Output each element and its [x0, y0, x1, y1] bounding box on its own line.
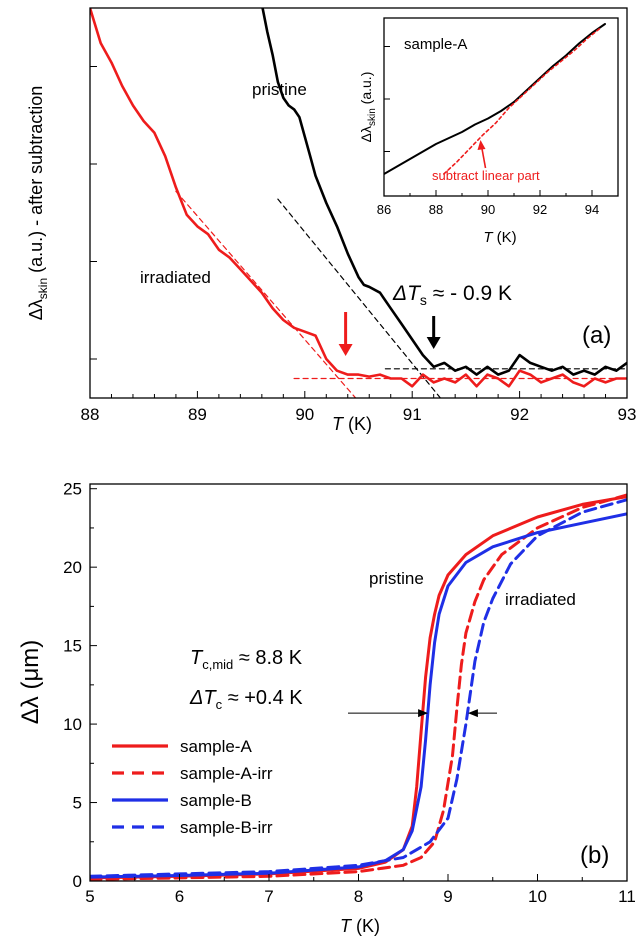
- y-axis-label-b: Δλ (μm): [17, 640, 44, 725]
- annotation-irradiated-b: irradiated: [505, 590, 576, 609]
- x-tick-label-b: 9: [443, 887, 452, 906]
- inset-title: sample-A: [404, 36, 467, 53]
- y-axis-label-a: Δλskin (a.u.) - after subtraction: [26, 86, 50, 320]
- x-tick-label-a: 91: [403, 405, 422, 424]
- x-tick-label-a: 93: [618, 405, 637, 424]
- x-tick-label-a: 90: [295, 405, 314, 424]
- inset-y-axis-label: Δλskin (a.u.): [358, 72, 378, 143]
- y-tick-label-b: 10: [63, 715, 82, 734]
- x-tick-label-a: 92: [510, 405, 529, 424]
- legend-label-sample-B-irr: sample-B-irr: [180, 818, 273, 837]
- inset-arrow-head: [477, 140, 486, 150]
- x-tick-label-b: 8: [354, 887, 363, 906]
- x-tick-label-a: 88: [81, 405, 100, 424]
- annotation-tc-mid: Tc,mid ≈ 8.8 K: [190, 647, 303, 672]
- plot-frame-b: [89, 483, 628, 882]
- x-tick-label-b: 6: [175, 887, 184, 906]
- x-tick-label-b: 10: [528, 887, 547, 906]
- arrow-marker-a-1-head: [426, 337, 441, 349]
- inset-series-sample-A: [384, 23, 606, 175]
- y-tick-label-b: 0: [73, 872, 82, 891]
- inset-background: [384, 18, 618, 196]
- series-pristine-a: [261, 8, 627, 376]
- y-tick-label-b: 20: [63, 558, 82, 577]
- panel-label-b: (b): [580, 842, 609, 869]
- inset-x-tick-label: 86: [377, 202, 391, 217]
- annotation-irradiated-a: irradiated: [140, 268, 211, 287]
- legend: sample-A sample-A-irr sample-B sample-B-irr: [112, 737, 273, 837]
- inset-chart: 86 88 90 92 94 sample-A subtract linear part…: [358, 17, 619, 246]
- legend-label-sample-B: sample-B: [180, 791, 252, 810]
- x-tick-label-b: 11: [618, 887, 636, 906]
- inset-x-tick-label: 90: [481, 202, 495, 217]
- annotation-delta-ts: ΔTs ≈ - 0.9 K: [392, 282, 512, 308]
- x-tick-label-a: 89: [188, 405, 207, 424]
- arrow-left-head: [467, 709, 478, 718]
- inset-annotation: subtract linear part: [432, 168, 540, 183]
- inset-x-axis-label: T (K): [483, 229, 516, 246]
- series-sample-B: [90, 512, 627, 879]
- panel-label-a: (a): [582, 322, 611, 349]
- chart-a: 88 89 90 91 92 93 T (K) Δλskin (a.u.) - after…: [26, 7, 637, 434]
- inset-series-linear-part-subtracted: [442, 27, 601, 175]
- guide-line-a-2: [175, 190, 357, 398]
- x-axis-label-b: T (K): [340, 916, 380, 936]
- plot-frame-a: [89, 7, 628, 399]
- y-tick-label-b: 25: [63, 480, 82, 499]
- inset-arrow-shaft: [480, 145, 487, 169]
- inset-frame: [383, 17, 619, 197]
- legend-label-sample-A-irr: sample-A-irr: [180, 764, 273, 783]
- annotation-pristine-a: pristine: [252, 80, 307, 99]
- legend-label-sample-A: sample-A: [180, 737, 252, 756]
- series-sample-A-irr: [90, 493, 627, 881]
- inset-x-tick-label: 88: [429, 202, 443, 217]
- y-tick-label-b: 5: [73, 794, 82, 813]
- series-sample-B-irr: [90, 498, 627, 878]
- inset-x-tick-label: 94: [585, 202, 599, 217]
- x-tick-label-b: 5: [85, 887, 94, 906]
- series-sample-A: [90, 495, 627, 880]
- x-tick-label-b: 7: [264, 887, 273, 906]
- y-tick-label-b: 15: [63, 637, 82, 656]
- inset-x-tick-label: 92: [533, 202, 547, 217]
- guide-line-a-0: [277, 198, 442, 398]
- annotation-pristine-b: pristine: [369, 569, 424, 588]
- series-irradiated-a: [90, 8, 627, 388]
- arrow-marker-a-0-head: [338, 344, 353, 356]
- x-axis-label-a: T (K): [332, 414, 372, 434]
- arrow-right-head: [418, 709, 429, 718]
- annotation-delta-tc: ΔTc ≈ +0.4 K: [189, 687, 303, 712]
